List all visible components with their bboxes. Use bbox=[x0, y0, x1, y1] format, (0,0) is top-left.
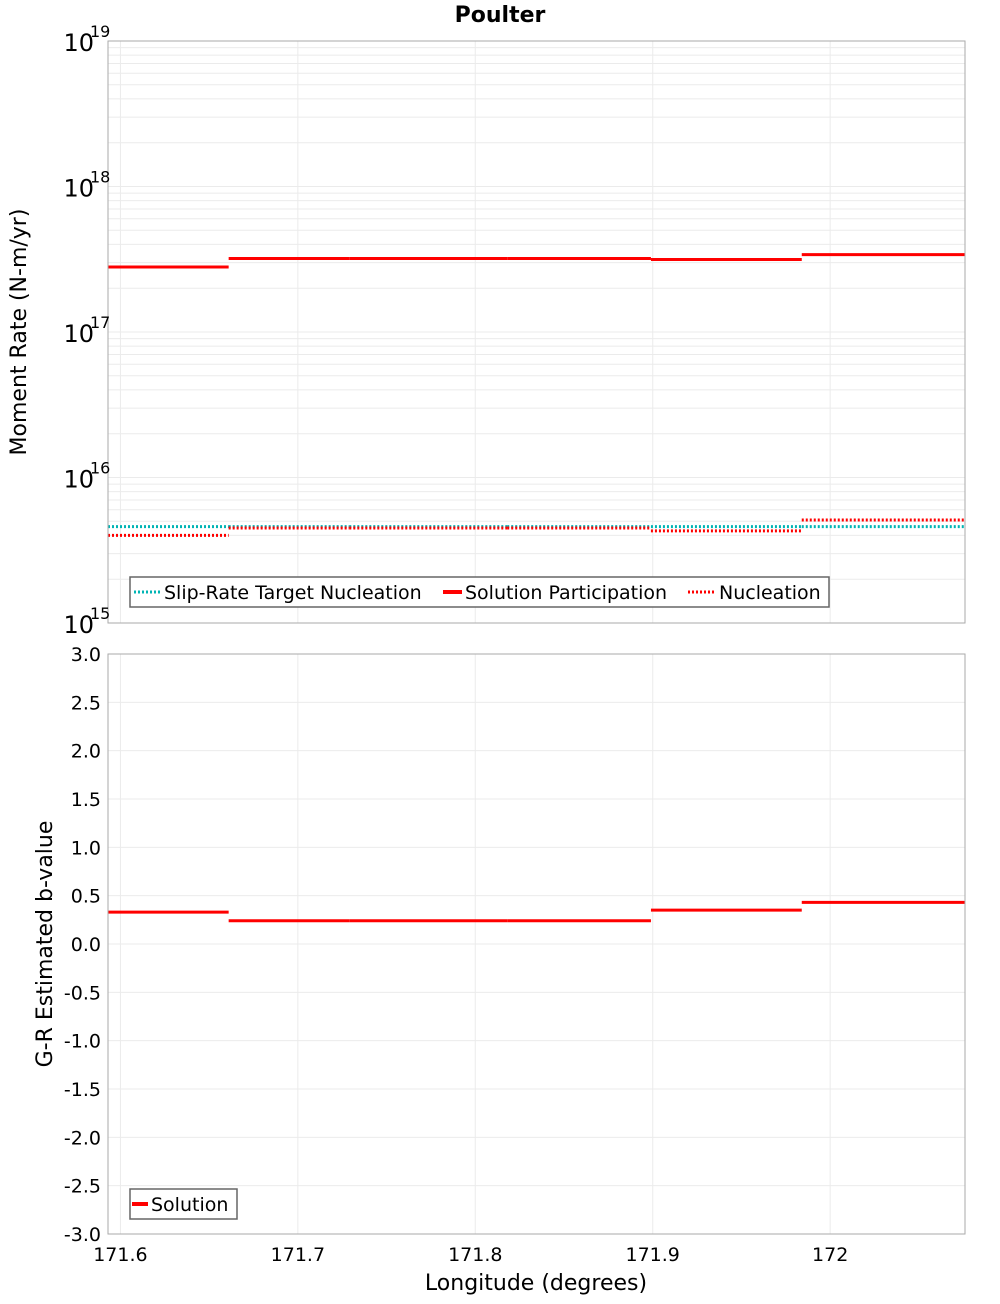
y-tick-exponent: 17 bbox=[90, 313, 110, 332]
y-tick-label: 10 bbox=[63, 29, 94, 57]
y-tick-label: 0.0 bbox=[71, 934, 101, 956]
y-tick-exponent: 15 bbox=[90, 604, 110, 623]
y-tick-label: 10 bbox=[63, 466, 94, 494]
bottom-y-axis-ticks: 3.0 2.5 2.0 1.5 1.0 0.5 0.0 -0.5 -1.0 -1.5 -2.0 -2.… bbox=[64, 644, 101, 1246]
x-tick-label: 172 bbox=[812, 1244, 848, 1266]
y-tick-label: 10 bbox=[63, 320, 94, 348]
x-tick-label: 171.6 bbox=[93, 1244, 147, 1266]
y-tick-label: -1.0 bbox=[64, 1031, 101, 1053]
legend-target-label: Slip-Rate Target Nucleation bbox=[164, 582, 422, 604]
bottom-plot-grid bbox=[108, 653, 965, 1235]
y-tick-label: -3.0 bbox=[64, 1224, 101, 1246]
y-tick-label: 1.0 bbox=[71, 837, 101, 859]
top-y-axis-label: Moment Rate (N-m/yr) bbox=[7, 209, 32, 456]
y-tick-label: 3.0 bbox=[71, 644, 101, 666]
y-tick-label: 0.5 bbox=[71, 886, 101, 908]
chart-title: Poulter bbox=[455, 3, 546, 28]
legend-nucleation-label: Nucleation bbox=[719, 582, 821, 604]
y-tick-label: -2.5 bbox=[64, 1176, 101, 1198]
y-tick-exponent: 19 bbox=[90, 22, 110, 41]
y-tick-label: -1.5 bbox=[64, 1079, 101, 1101]
top-plot-series bbox=[108, 253, 965, 537]
top-plot-frame bbox=[107, 40, 966, 624]
x-axis-ticks: 171.6 171.7 171.8 171.9 172 bbox=[93, 1244, 848, 1266]
y-tick-label: 1.5 bbox=[71, 789, 101, 811]
y-tick-label: -2.0 bbox=[64, 1127, 101, 1149]
y-tick-label: -0.5 bbox=[64, 982, 101, 1004]
x-tick-label: 171.7 bbox=[271, 1244, 325, 1266]
bottom-legend: Solution bbox=[129, 1188, 238, 1220]
y-tick-label: 10 bbox=[63, 611, 94, 639]
x-tick-label: 171.9 bbox=[626, 1244, 680, 1266]
x-tick-label: 171.8 bbox=[448, 1244, 502, 1266]
legend-solution-label: Solution bbox=[151, 1194, 228, 1216]
bottom-y-axis-label: G-R Estimated b-value bbox=[33, 821, 58, 1068]
y-tick-exponent: 18 bbox=[90, 168, 110, 187]
x-axis-label: Longitude (degrees) bbox=[425, 1271, 647, 1296]
bottom-plot-series bbox=[108, 900, 965, 923]
y-tick-label: 2.0 bbox=[71, 741, 101, 763]
top-legend: Slip-Rate Target Nucleation Solution Par… bbox=[129, 576, 830, 608]
top-plot-grid bbox=[108, 41, 965, 624]
y-tick-label: 10 bbox=[63, 175, 94, 203]
y-tick-label: 2.5 bbox=[71, 692, 101, 714]
y-tick-exponent: 16 bbox=[90, 459, 110, 478]
bottom-plot-frame bbox=[107, 653, 966, 1235]
legend-solution-label: Solution Participation bbox=[465, 582, 667, 604]
